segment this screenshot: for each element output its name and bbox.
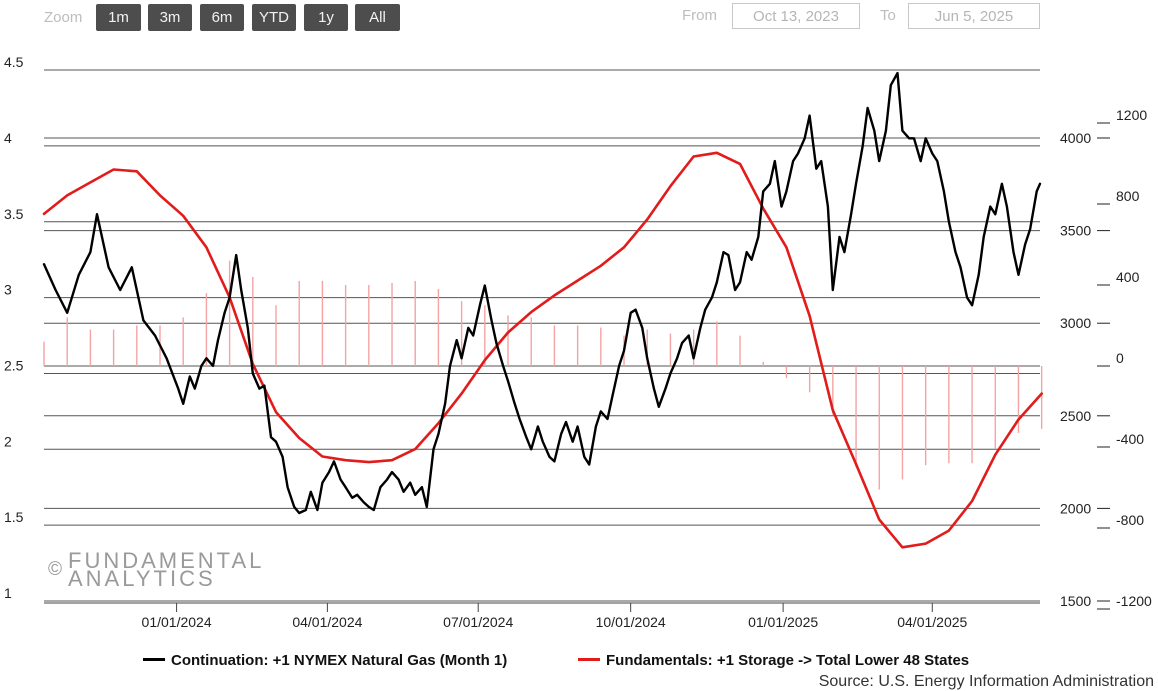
from-label: From: [682, 7, 717, 24]
change-tick-label: 400: [1116, 269, 1140, 285]
change-tick-label: -800: [1116, 512, 1144, 528]
source-credit: Source: U.S. Energy Information Administ…: [818, 673, 1154, 690]
storage-tick-label: 3000: [1060, 315, 1091, 331]
left-tick-label: 2: [4, 433, 12, 449]
storage-tick-label: 3500: [1060, 223, 1091, 239]
x-tick-label: 07/01/2024: [443, 614, 513, 630]
legend-item-price[interactable]: Continuation: +1 NYMEX Natural Gas (Mont…: [143, 652, 507, 669]
storage-tick-label: 4000: [1060, 130, 1091, 146]
legend-swatch-black: [143, 657, 165, 661]
from-date-input[interactable]: Oct 13, 2023: [732, 3, 860, 29]
x-tick-label: 04/01/2025: [897, 614, 967, 630]
left-tick-label: 4: [4, 130, 12, 146]
left-tick-label: 3: [4, 282, 12, 298]
x-tick-label: 04/01/2024: [292, 614, 362, 630]
x-tick-label: 10/01/2024: [596, 614, 666, 630]
to-date-input[interactable]: Jun 5, 2025: [908, 3, 1040, 29]
zoom-1m-button[interactable]: 1m: [96, 4, 141, 31]
x-tick-label: 01/01/2025: [748, 614, 818, 630]
storage-tick-label: 1500: [1060, 593, 1091, 609]
left-tick-label: 2.5: [4, 357, 24, 373]
zoom-6m-button[interactable]: 6m: [200, 4, 244, 31]
watermark-line-2: ANALYTICS: [68, 566, 216, 591]
storage-tick-label: 2000: [1060, 500, 1091, 516]
zoom-label: Zoom: [44, 9, 83, 26]
left-tick-label: 4.5: [4, 54, 24, 70]
storage-tick-label: 2500: [1060, 408, 1091, 424]
watermark-line-1: FUNDAMENTAL: [68, 548, 265, 573]
storage-series-line: [42, 151, 1043, 549]
zoom-all-button[interactable]: All: [355, 4, 400, 31]
chart-legend: Continuation: +1 NYMEX Natural Gas (Mont…: [0, 652, 1158, 674]
zoom-ytd-button[interactable]: YTD: [252, 4, 296, 31]
left-tick-label: 3.5: [4, 206, 24, 222]
to-label: To: [880, 7, 896, 24]
zoom-1y-button[interactable]: 1y: [304, 4, 348, 31]
chart-area: 11.522.533.544.5150020002500300035004000…: [4, 54, 1152, 630]
left-tick-label: 1.5: [4, 509, 24, 525]
legend-label-price: Continuation: +1 NYMEX Natural Gas (Mont…: [171, 652, 508, 669]
change-tick-label: 1200: [1116, 107, 1147, 123]
change-tick-label: 0: [1116, 350, 1124, 366]
x-tick-label: 01/01/2024: [142, 614, 212, 630]
copyright-symbol: ©: [48, 559, 65, 580]
price-series-line: [42, 71, 1042, 515]
zoom-3m-button[interactable]: 3m: [148, 4, 192, 31]
legend-swatch-red: [578, 657, 600, 661]
change-tick-label: 800: [1116, 188, 1140, 204]
legend-item-storage[interactable]: Fundamentals: +1 Storage -> Total Lower …: [578, 652, 969, 669]
left-tick-label: 1: [4, 585, 12, 601]
range-selector-toolbar: Zoom 1m 3m 6m YTD 1y All From Oct 13, 20…: [0, 0, 1158, 36]
legend-label-storage: Fundamentals: +1 Storage -> Total Lower …: [606, 652, 970, 669]
change-tick-label: -400: [1116, 431, 1144, 447]
change-tick-label: -1200: [1116, 593, 1152, 609]
